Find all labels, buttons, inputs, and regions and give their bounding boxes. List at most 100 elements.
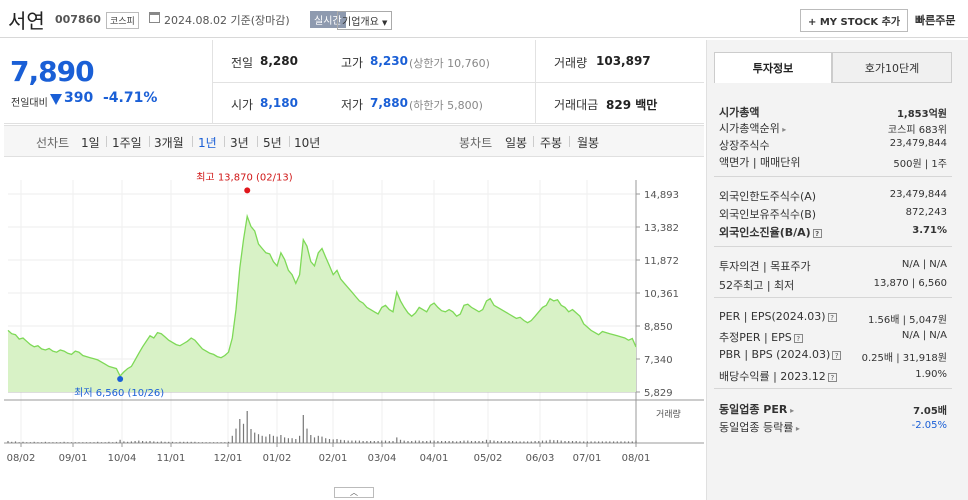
period-3y[interactable]: 3년 <box>230 136 249 150</box>
period-3m[interactable]: 3개월 <box>154 136 184 150</box>
current-price: 7,890 <box>10 55 95 88</box>
volume-bar <box>568 441 570 443</box>
candle-monthly[interactable]: 월봉 <box>577 136 600 150</box>
period-1y[interactable]: 1년 <box>198 136 217 150</box>
volume-bar <box>575 441 577 443</box>
period-5y[interactable]: 5년 <box>263 136 282 150</box>
pbr-label[interactable]: PBR | BPS (2024.03)? <box>719 348 842 361</box>
volume-bar <box>291 438 293 443</box>
for-rate-label[interactable]: 외국인소진율(B/A)? <box>719 224 822 240</box>
tab-invest-info[interactable]: 투자정보 <box>714 52 832 83</box>
price-area <box>8 216 636 392</box>
period-1w[interactable]: 1주일 <box>112 136 142 150</box>
volume-legend: 거래량 <box>656 408 681 420</box>
volume-bar <box>590 441 592 443</box>
volume-bar <box>280 435 282 443</box>
sector-rate-label[interactable]: 동일업종 등락률 ▸ <box>719 421 800 434</box>
pbr-value: 0.25배 | 31,918원 <box>861 353 947 364</box>
volume-bar <box>598 441 600 443</box>
help-icon[interactable]: ? <box>827 312 837 322</box>
help-icon[interactable]: ? <box>832 350 842 360</box>
volume-bar <box>284 437 286 443</box>
div-value: 1.90% <box>915 369 947 380</box>
volume-bar <box>605 441 607 443</box>
corp-info-dropdown[interactable]: 기업개요 ▼ <box>337 11 393 30</box>
volume-bar <box>100 442 103 443</box>
volume-bar <box>583 441 585 443</box>
y-tick-label: 13,382 <box>644 223 679 234</box>
volume-bar <box>366 441 368 443</box>
arrow-right-icon: ▸ <box>787 406 795 415</box>
my-stock-add-button[interactable]: + MY STOCK 추가 <box>800 9 909 32</box>
volume-bar <box>411 441 413 443</box>
volume-bar <box>456 441 458 443</box>
realtime-button[interactable]: 실시간 <box>310 11 346 28</box>
period-10y[interactable]: 10년 <box>294 136 321 150</box>
y-tick-label: 10,361 <box>644 289 679 300</box>
volume-bar <box>541 440 544 443</box>
candle-daily[interactable]: 일봉 <box>505 136 528 150</box>
volume-bar <box>317 435 319 443</box>
invest-info-panel <box>706 40 968 500</box>
volume-bar <box>463 440 465 443</box>
volume-bar <box>179 441 181 443</box>
y-tick-label: 7,340 <box>644 355 673 366</box>
volume-bar <box>407 441 409 443</box>
volume-bar <box>7 441 9 443</box>
divider <box>212 40 213 124</box>
candle-weekly[interactable]: 주봉 <box>540 136 563 150</box>
period-1d[interactable]: 1일 <box>81 136 100 150</box>
volume-bar <box>269 434 271 443</box>
volume-bar <box>149 441 151 443</box>
volume-bar <box>508 441 510 443</box>
volume-bar <box>310 435 312 443</box>
market-badge: 코스피 <box>106 12 139 29</box>
mcap-rank-label[interactable]: 시가총액순위 ▸ <box>719 122 787 135</box>
volume-bar <box>355 440 357 443</box>
volume-bar <box>448 441 450 443</box>
volume-bar <box>48 442 50 443</box>
volume-bar <box>242 423 245 443</box>
volume-bar <box>239 419 241 443</box>
volume-bar <box>512 441 514 443</box>
face-value: 500원 | 1주 <box>893 159 947 170</box>
volume-bar <box>220 442 222 443</box>
tab-hoga-10[interactable]: 호가10단계 <box>832 52 952 83</box>
line-chart-label: 선차트 <box>36 136 70 150</box>
help-icon[interactable]: ? <box>793 333 803 343</box>
change-label: 전일대비 <box>11 98 48 109</box>
high-price: 8,230 <box>370 54 408 68</box>
volume-bar <box>201 442 203 443</box>
volume-bar <box>14 441 17 443</box>
sector-per-label[interactable]: 동일업종 PER ▸ <box>719 403 795 416</box>
help-icon[interactable]: ? <box>827 372 837 382</box>
div-label[interactable]: 배당수익률 | 2023.12? <box>719 368 837 384</box>
open-price: 8,180 <box>260 96 298 110</box>
for-rate-value: 3.71% <box>912 225 947 236</box>
volume-bar <box>52 442 54 443</box>
collapse-chart-button[interactable]: ︿ <box>334 487 374 498</box>
volume-bar <box>41 442 43 443</box>
amount-label: 거래대금 <box>554 98 599 112</box>
x-tick-label: 04/01 <box>420 453 449 464</box>
eper-label[interactable]: 추정PER | EPS? <box>719 329 803 345</box>
volume-bar <box>579 441 581 443</box>
volume-bar <box>44 441 46 443</box>
volume-bar <box>108 441 110 443</box>
opinion-label: 투자의견 | 목표주가 <box>719 260 811 273</box>
quick-order-button[interactable]: 빠른주문 <box>915 14 956 27</box>
per-label[interactable]: PER | EPS(2024.03)? <box>719 310 837 323</box>
help-icon[interactable]: ? <box>812 228 822 238</box>
upper-limit: (상한가 10,760) <box>409 57 490 70</box>
w52-value: 13,870 | 6,560 <box>873 278 947 289</box>
volume-bar <box>194 441 196 443</box>
x-tick-label: 08/01 <box>622 453 651 464</box>
volume-bar <box>186 441 188 443</box>
volume-bar <box>527 441 529 443</box>
stock-name: 서연 <box>8 9 45 33</box>
price-chart[interactable]: 14,89313,38211,87210,3618,8507,3405,829 … <box>4 160 704 486</box>
for-hold-value: 872,243 <box>905 207 947 218</box>
min-marker <box>117 376 124 383</box>
volume-bar <box>33 441 35 443</box>
volume-bar <box>265 436 267 443</box>
